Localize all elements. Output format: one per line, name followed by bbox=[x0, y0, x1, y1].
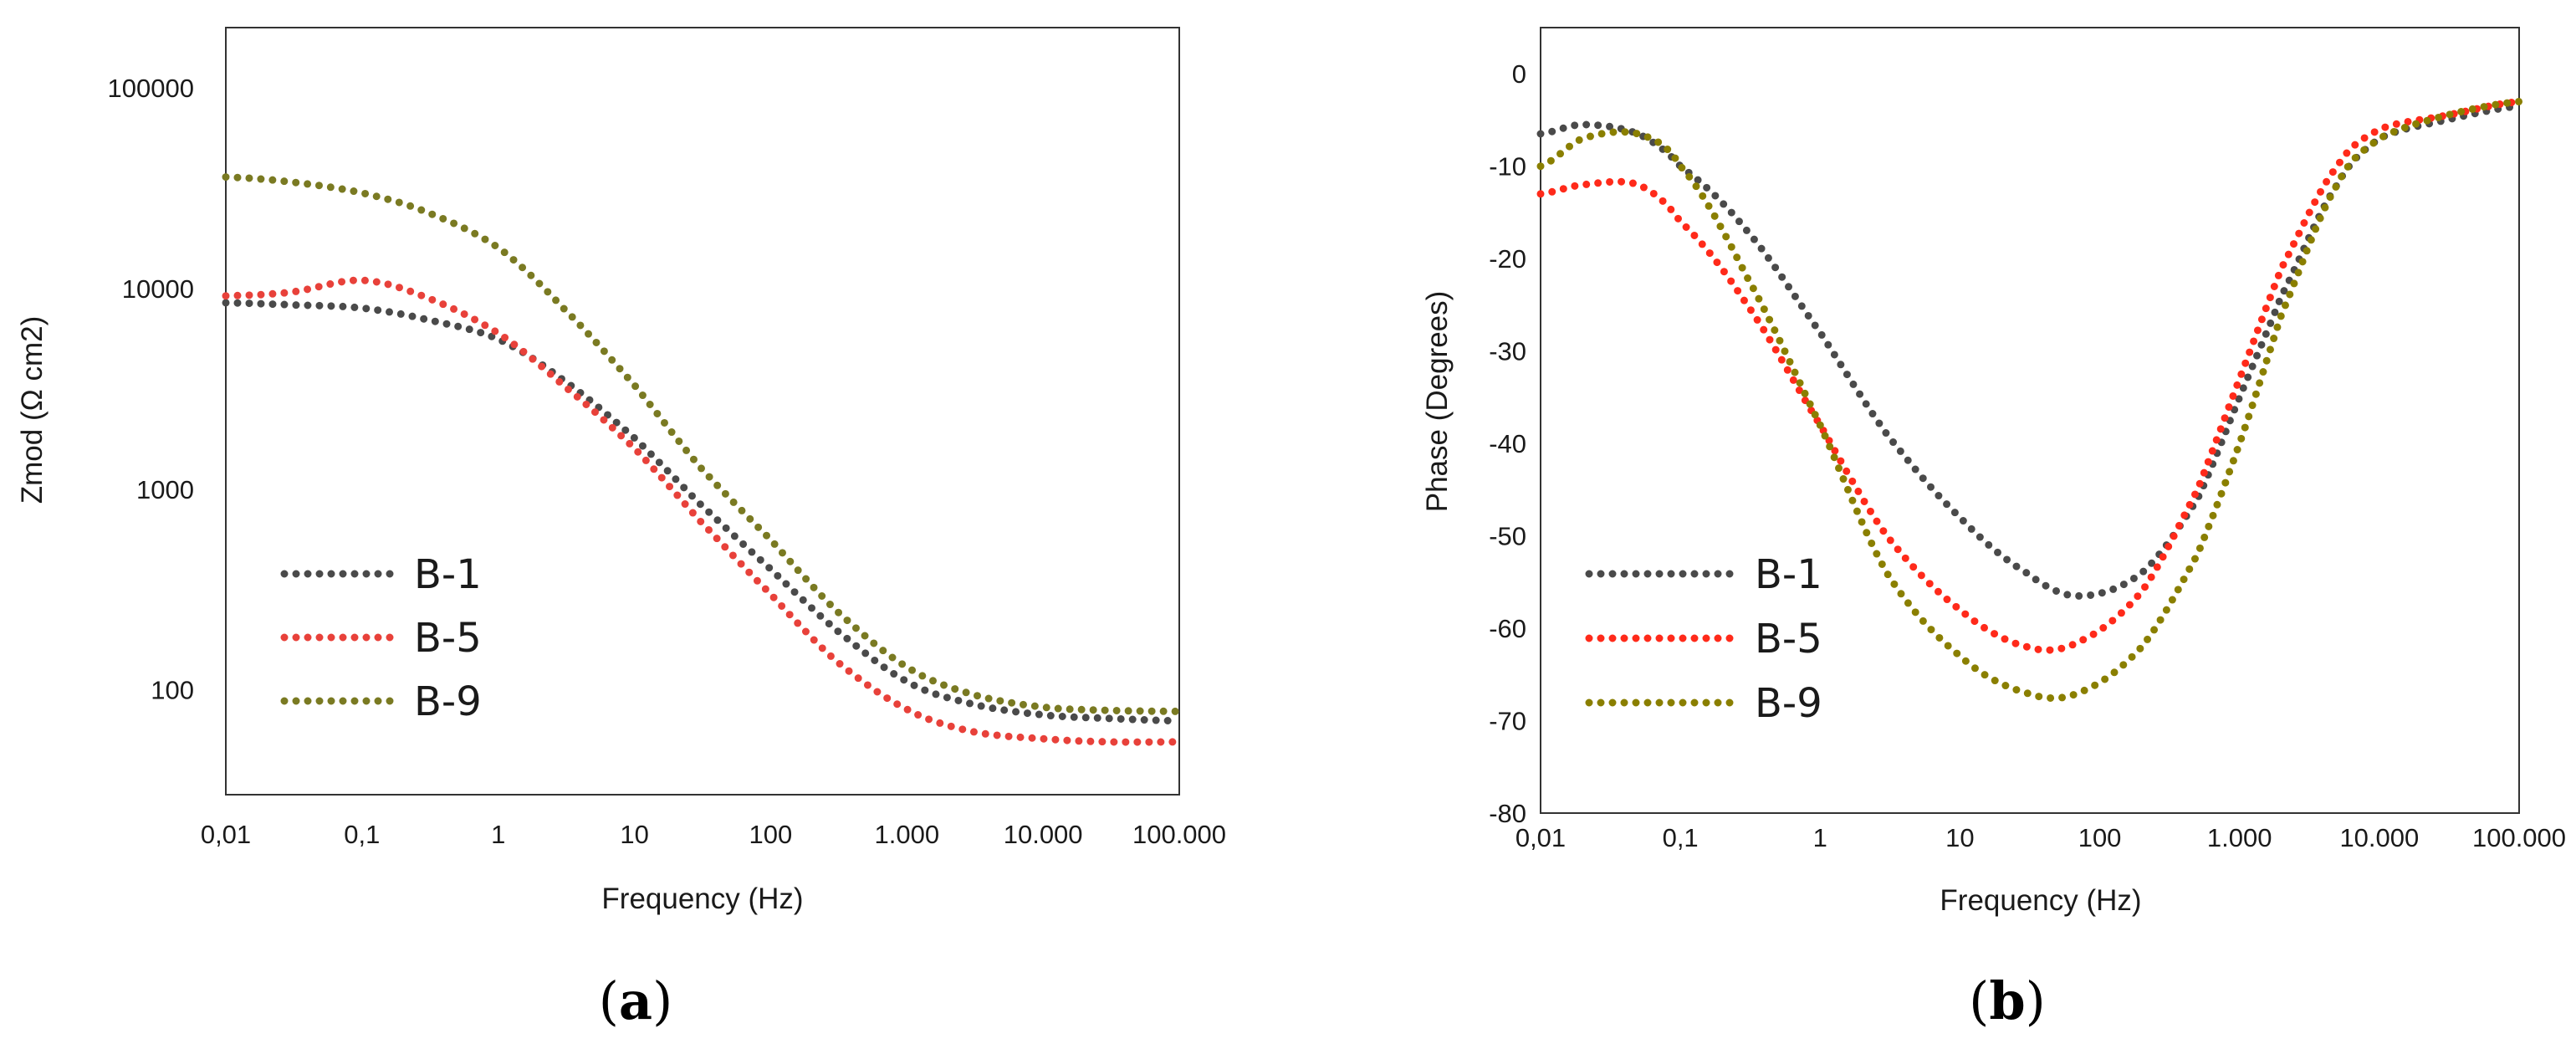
chart-a-x-tick-label: 100 bbox=[749, 820, 793, 849]
chart-b-legend-label-b-1: B-1 bbox=[1755, 551, 1822, 598]
chart-a: 100 1000 10000 100000 0,01 0,1 1 10 100 1.000 10.… bbox=[16, 27, 1226, 1031]
chart-a-x-tick-label: 1 bbox=[491, 820, 505, 849]
chart-b-plot-area bbox=[1540, 27, 2520, 814]
chart-b: 0 -10 -20 -30 -40 -50 -60 -70 -80 0,01 0,1 1 10 100 1… bbox=[1421, 27, 2566, 1031]
chart-a-x-tick-label: 0,01 bbox=[201, 820, 251, 849]
chart-a-legend-label-b-9: B-9 bbox=[414, 678, 482, 725]
chart-b-panel-label: (b) bbox=[1969, 970, 2046, 1031]
chart-b-y-tick-label: -20 bbox=[1489, 244, 1526, 274]
chart-a-x-tick-label: 1.000 bbox=[874, 820, 939, 849]
chart-b-y-axis-label: Phase (Degrees) bbox=[1421, 291, 1454, 513]
chart-b-x-tick-label: 1 bbox=[1813, 823, 1827, 852]
chart-a-y-tick-label: 1000 bbox=[136, 475, 194, 504]
chart-a-legend: B-1 B-5 B-9 bbox=[280, 551, 482, 725]
chart-a-series-b-9-line bbox=[222, 173, 1183, 715]
chart-b-x-tick-label: 1.000 bbox=[2207, 823, 2272, 852]
chart-b-legend-label-b-5: B-5 bbox=[1755, 616, 1822, 663]
chart-b-legend-label-b-9: B-9 bbox=[1755, 680, 1822, 727]
chart-a-y-tick-label: 100 bbox=[151, 676, 194, 705]
chart-b-series bbox=[1536, 97, 2523, 703]
chart-b-y-tick-label: -60 bbox=[1489, 614, 1526, 643]
chart-b-x-ticks: 0,01 0,1 1 10 100 1.000 10.000 100.000 bbox=[1515, 823, 2566, 852]
chart-b-legend: B-1 B-5 B-9 bbox=[1585, 551, 1822, 727]
chart-b-x-tick-label: 10.000 bbox=[2339, 823, 2419, 852]
chart-b-y-tick-label: -70 bbox=[1489, 707, 1526, 736]
chart-a-legend-label-b-1: B-1 bbox=[414, 551, 482, 598]
chart-b-y-tick-label: -50 bbox=[1489, 522, 1526, 551]
chart-b-series-b-9-line bbox=[1536, 97, 2523, 703]
chart-a-x-axis-label: Frequency (Hz) bbox=[601, 883, 803, 915]
chart-a-series-b-1-line bbox=[222, 299, 1183, 725]
chart-b-x-tick-label: 10 bbox=[1945, 823, 1974, 852]
chart-a-y-tick-label: 10000 bbox=[122, 274, 194, 304]
chart-a-panel-label: (a) bbox=[599, 970, 673, 1031]
chart-a-x-tick-label: 10.000 bbox=[1004, 820, 1083, 849]
chart-b-x-axis-label: Frequency (Hz) bbox=[1940, 884, 2141, 917]
chart-a-legend-label-b-5: B-5 bbox=[414, 615, 482, 662]
chart-b-x-tick-label: 100.000 bbox=[2472, 823, 2566, 852]
chart-b-y-tick-label: -30 bbox=[1489, 337, 1526, 366]
chart-a-y-ticks: 100 1000 10000 100000 bbox=[108, 74, 194, 704]
chart-a-x-tick-label: 0,1 bbox=[344, 820, 380, 849]
chart-b-y-tick-label: -80 bbox=[1489, 799, 1526, 828]
chart-b-y-tick-label: -40 bbox=[1489, 429, 1526, 458]
chart-a-x-ticks: 0,01 0,1 1 10 100 1.000 10.000 100.000 bbox=[201, 820, 1226, 849]
chart-a-series bbox=[222, 173, 1183, 746]
chart-b-series-b-5-line bbox=[1536, 97, 2523, 654]
chart-a-x-tick-label: 10 bbox=[620, 820, 648, 849]
chart-b-y-tick-label: -10 bbox=[1489, 152, 1526, 182]
chart-b-x-tick-label: 0,01 bbox=[1515, 823, 1566, 852]
chart-b-x-tick-label: 100 bbox=[2078, 823, 2122, 852]
chart-b-y-tick-label: 0 bbox=[1512, 59, 1526, 89]
chart-a-plot-area bbox=[225, 27, 1180, 796]
chart-a-series-b-5-line bbox=[222, 276, 1183, 746]
chart-b-x-tick-label: 0,1 bbox=[1663, 823, 1699, 852]
chart-b-y-ticks: 0 -10 -20 -30 -40 -50 -60 -70 -80 bbox=[1489, 59, 1526, 828]
chart-a-y-tick-label: 100000 bbox=[108, 74, 194, 103]
chart-a-y-axis-label: Zmod (Ω cm2) bbox=[16, 316, 49, 504]
chart-a-x-tick-label: 100.000 bbox=[1132, 820, 1226, 849]
